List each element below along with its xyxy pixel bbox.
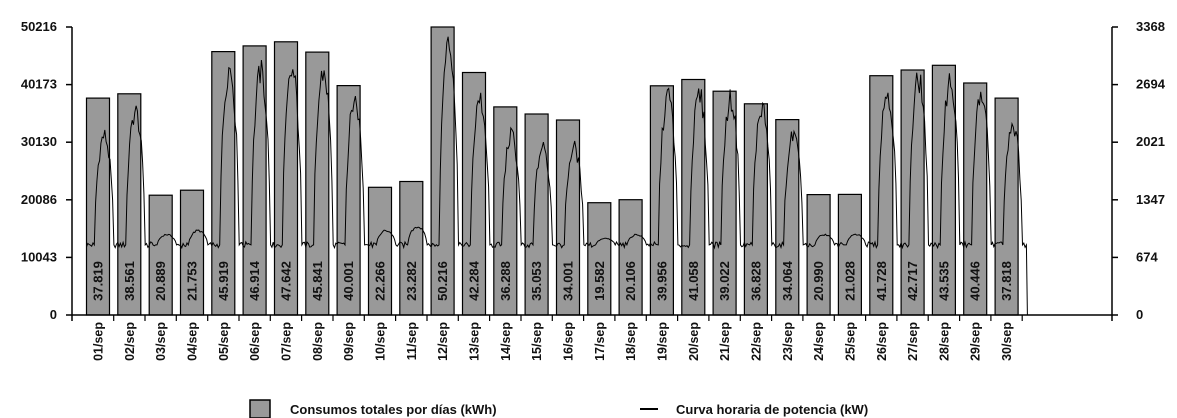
right-tick-label-2694: 2694 bbox=[1136, 77, 1166, 92]
x-tick-label-14/sep: 14/sep bbox=[499, 322, 513, 361]
x-tick-label-25/sep: 25/sep bbox=[843, 322, 857, 361]
data-label-19/sep: 39.956 bbox=[654, 261, 669, 301]
data-label-29/sep: 40.446 bbox=[968, 261, 983, 301]
x-tick-label-19/sep: 19/sep bbox=[655, 322, 669, 361]
data-label-24/sep: 20.990 bbox=[811, 261, 826, 301]
data-label-01/sep: 37.819 bbox=[91, 261, 106, 301]
x-tick-label-18/sep: 18/sep bbox=[624, 322, 638, 361]
data-label-28/sep: 43.535 bbox=[936, 261, 951, 301]
data-label-08/sep: 45.841 bbox=[310, 261, 325, 301]
data-label-14/sep: 36.288 bbox=[498, 261, 513, 301]
left-axis-ticks: 0 10043 20086 30130 40173 50216 bbox=[21, 19, 72, 322]
data-label-25/sep: 21.028 bbox=[842, 261, 857, 301]
x-tick-label-02/sep: 02/sep bbox=[123, 322, 137, 361]
x-tick-label-15/sep: 15/sep bbox=[530, 322, 544, 361]
data-label-18/sep: 20.106 bbox=[623, 261, 638, 301]
data-label-22/sep: 36.828 bbox=[748, 261, 763, 301]
x-tick-label-16/sep: 16/sep bbox=[562, 322, 576, 361]
data-label-10/sep: 22.266 bbox=[373, 261, 388, 301]
x-tick-label-21/sep: 21/sep bbox=[718, 322, 732, 361]
data-label-04/sep: 21.753 bbox=[185, 261, 200, 301]
data-label-11/sep: 23.282 bbox=[404, 261, 419, 301]
data-label-09/sep: 40.001 bbox=[341, 261, 356, 301]
data-label-30/sep: 37.818 bbox=[999, 261, 1014, 301]
x-tick-label-06/sep: 06/sep bbox=[248, 322, 262, 361]
data-label-13/sep: 42.284 bbox=[467, 260, 482, 301]
x-tick-label-26/sep: 26/sep bbox=[875, 322, 889, 361]
data-label-05/sep: 45.919 bbox=[216, 261, 231, 301]
legend-bar-swatch bbox=[249, 399, 271, 418]
data-label-15/sep: 35.053 bbox=[529, 261, 544, 301]
x-tick-label-13/sep: 13/sep bbox=[468, 322, 482, 361]
legend-bar-label: Consumos totales por días (kWh) bbox=[290, 402, 497, 417]
x-tick-label-10/sep: 10/sep bbox=[374, 322, 388, 361]
x-tick-label-23/sep: 23/sep bbox=[781, 322, 795, 361]
data-label-23/sep: 34.064 bbox=[780, 260, 795, 301]
left-tick-label-0: 0 bbox=[50, 307, 57, 322]
x-tick-label-30/sep: 30/sep bbox=[1000, 322, 1014, 361]
data-label-27/sep: 42.717 bbox=[905, 261, 920, 301]
data-labels-layer: 37.819 38.561 20.889 21.753 45.919 46.914 47.6… bbox=[91, 260, 1015, 301]
x-tick-label-09/sep: 09/sep bbox=[342, 322, 356, 361]
right-tick-label-0: 0 bbox=[1136, 307, 1143, 322]
x-tick-label-05/sep: 05/sep bbox=[217, 322, 231, 361]
data-label-21/sep: 39.022 bbox=[717, 261, 732, 301]
x-tick-label-29/sep: 29/sep bbox=[969, 322, 983, 361]
x-tick-label-01/sep: 01/sep bbox=[92, 322, 106, 361]
left-tick-label-30130: 30130 bbox=[21, 134, 57, 149]
power-curve-line bbox=[86, 36, 1028, 316]
right-tick-label-1347: 1347 bbox=[1136, 192, 1165, 207]
data-label-12/sep: 50.216 bbox=[435, 261, 450, 301]
left-tick-label-40173: 40173 bbox=[21, 77, 57, 92]
data-label-17/sep: 19.582 bbox=[592, 261, 607, 301]
data-label-07/sep: 47.642 bbox=[279, 261, 294, 301]
right-tick-label-674: 674 bbox=[1136, 249, 1158, 264]
x-tick-label-20/sep: 20/sep bbox=[687, 322, 701, 361]
data-label-02/sep: 38.561 bbox=[122, 261, 137, 301]
power-curve-layer bbox=[86, 36, 1028, 316]
right-axis-ticks: 0 674 1347 2021 2694 3368 bbox=[1112, 19, 1166, 322]
right-tick-label-2021: 2021 bbox=[1136, 134, 1165, 149]
x-tick-label-17/sep: 17/sep bbox=[593, 322, 607, 361]
legend-line-label: Curva horaria de potencia (kW) bbox=[676, 402, 868, 417]
x-tick-label-03/sep: 03/sep bbox=[154, 322, 168, 361]
x-tick-label-27/sep: 27/sep bbox=[906, 322, 920, 361]
data-label-26/sep: 41.728 bbox=[874, 261, 889, 301]
left-tick-label-10043: 10043 bbox=[21, 249, 57, 264]
right-tick-label-3368: 3368 bbox=[1136, 19, 1165, 34]
bars-layer bbox=[85, 26, 1019, 316]
x-tick-label-11/sep: 11/sep bbox=[405, 322, 419, 361]
x-axis-ticks: 01/sep 02/sep 03/sep 04/sep 05/sep 06/sep 07/s… bbox=[92, 315, 1023, 361]
x-tick-label-04/sep: 04/sep bbox=[186, 322, 200, 361]
axes-layer bbox=[71, 27, 1113, 321]
data-label-03/sep: 20.889 bbox=[153, 261, 168, 301]
x-tick-label-24/sep: 24/sep bbox=[812, 322, 826, 361]
left-tick-label-20086: 20086 bbox=[21, 192, 57, 207]
data-label-06/sep: 46.914 bbox=[247, 260, 262, 301]
legend: Consumos totales por días (kWh) Curva ho… bbox=[249, 399, 868, 418]
left-tick-label-50216: 50216 bbox=[21, 19, 57, 34]
x-tick-label-08/sep: 08/sep bbox=[311, 322, 325, 361]
x-tick-label-28/sep: 28/sep bbox=[937, 322, 951, 361]
data-label-16/sep: 34.001 bbox=[561, 261, 576, 301]
x-tick-label-22/sep: 22/sep bbox=[749, 322, 763, 361]
data-label-20/sep: 41.058 bbox=[686, 261, 701, 301]
x-tick-label-12/sep: 12/sep bbox=[436, 322, 450, 361]
x-tick-label-07/sep: 07/sep bbox=[280, 322, 294, 361]
